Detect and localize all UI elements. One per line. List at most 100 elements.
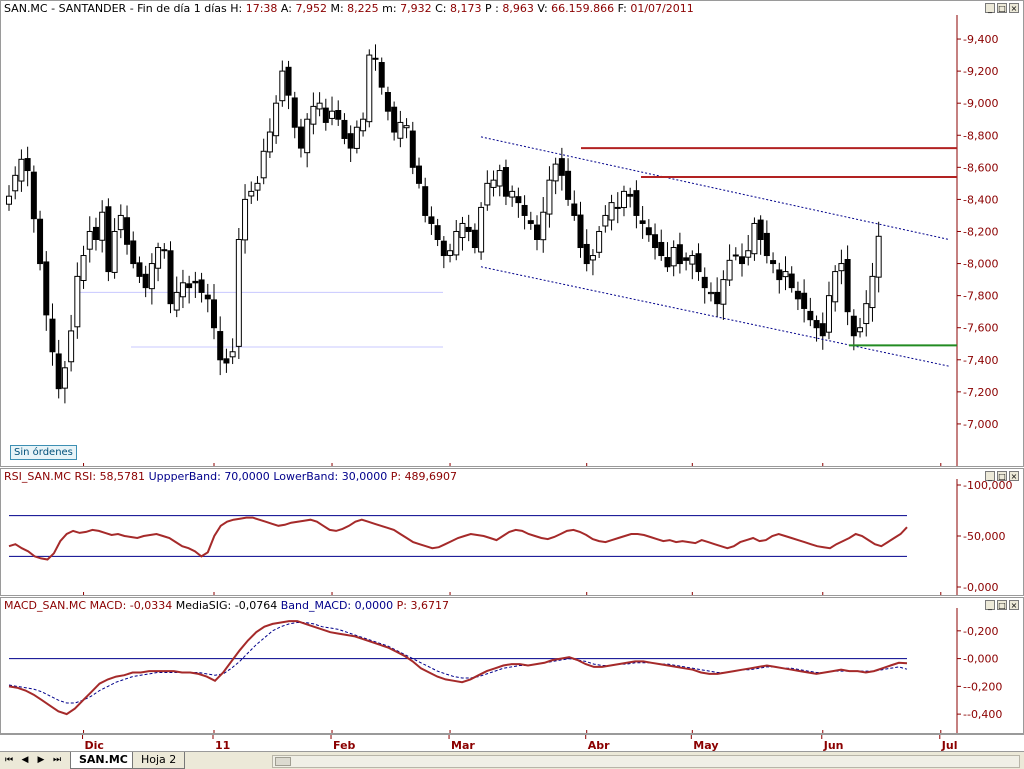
date-label: F: [617,2,627,15]
candle-body [260,150,267,179]
next-sheet-button[interactable]: ▶ [37,755,45,765]
horizontal-scrollbar[interactable] [272,755,1020,768]
candle-body [701,276,708,289]
candle-body [471,229,478,249]
macd-p-value: 3,6717 [410,599,449,612]
price-y-tick-label: -7,400 [963,354,998,367]
candle-body [378,62,385,88]
candle-body [297,126,304,149]
price-panel[interactable]: SAN.MC - SANTANDER - Fin de día 1 días H… [0,0,1024,467]
candle-body [179,282,186,298]
minimize-button[interactable]: _ [985,600,995,610]
candle-body [645,227,652,236]
candle-body [142,273,149,289]
candle-body [620,190,627,209]
candle-body [695,253,702,273]
candle-body [372,57,379,60]
candle-body [366,54,373,123]
close-button[interactable]: × [1009,471,1019,481]
candle-body [639,220,646,224]
scrollbar-thumb[interactable] [275,757,291,766]
close-button[interactable]: × [1009,600,1019,610]
band-label: Band_MACD: [280,599,352,612]
candle-body [869,275,876,309]
candle-body [875,235,882,278]
candle-body [608,202,615,221]
close-button[interactable]: × [1009,3,1019,13]
candle-body [92,226,99,241]
date-value: 01/07/2011 [630,2,694,15]
rsi-y-tick-label: -100,000 [963,479,1012,492]
candle-body [186,283,193,289]
candle-body [167,250,174,305]
maximize-button[interactable]: □ [997,3,1007,13]
x-tick-label: Mar [451,739,475,752]
candle-body [105,206,112,273]
candle-body [689,255,696,265]
candle-body [707,291,714,295]
candle-body [546,179,553,215]
candle-body [552,163,559,182]
candle-body [124,217,131,245]
candle-body [217,331,224,361]
maximize-button[interactable]: □ [997,600,1007,610]
price-y-tick-label: -8,800 [963,129,998,142]
candle-body [279,70,286,102]
candle-body [210,299,217,329]
orders-badge[interactable]: Sin órdenes [10,445,77,460]
candle-body [484,182,491,206]
candle-body [409,130,416,168]
minimize-button[interactable]: _ [985,3,995,13]
macd-title: MACD_SAN.MC [4,599,87,612]
candle-body [627,193,634,197]
candle-body [534,224,541,241]
tab-hoja-2[interactable]: Hoja 2 [132,752,186,769]
candle-body [509,190,516,198]
candle-body [273,102,280,137]
candle-body [198,279,205,293]
maximize-button[interactable]: □ [997,471,1007,481]
candle-body [173,291,180,311]
candle-body [521,204,528,216]
candle-body [683,257,690,261]
candlestick-chart[interactable]: -9,400 -9,200 -9,000 -8,800 -8,600 -8,400 -8,2… [1,1,1023,466]
candle-body [589,255,596,261]
rsi-panel[interactable]: RSI_SAN.MC RSI: 58,5781 UppperBand: 70,0… [0,468,1024,596]
candle-body [633,190,640,216]
candle-body [360,118,367,132]
candle-body [316,102,323,110]
prev-sheet-button[interactable]: ◀ [21,755,29,765]
signal-value: -0,0764 [234,599,278,612]
macd-header: MACD_SAN.MC MACD: -0,0334 MediaSIG: -0,0… [4,599,449,612]
first-sheet-button[interactable]: ⏮ [4,755,14,765]
candle-body [465,226,472,232]
minimize-button[interactable]: _ [985,471,995,481]
candle-body [24,158,31,172]
signal-label: MediaSIG: [175,599,232,612]
candle-body [391,106,398,133]
candle-body [676,244,683,265]
rsi-chart[interactable]: -100,000 -50,000 -0,000 [1,469,1023,595]
candle-body [37,218,44,265]
price-y-tick-label: -8,200 [963,225,998,238]
tab-san-mc[interactable]: SAN.MC [70,752,137,769]
price-y-tick-label: -8,000 [963,258,998,271]
candle-body [527,220,534,224]
last-sheet-button[interactable]: ⏭ [52,755,62,765]
candle-body [285,66,292,96]
open-label: A: [280,2,292,15]
candle-body [658,241,665,257]
price-y-tick-label: -7,800 [963,290,998,303]
x-tick-label: Feb [333,739,356,752]
volume-label: V: [537,2,548,15]
candle-body [130,240,137,265]
macd-y-tick-label: --0,200 [963,680,1002,693]
macd-chart[interactable]: -0,200 -0,000 --0,200 --0,400 [1,598,1023,733]
candle-body [86,230,93,250]
macd-panel[interactable]: MACD_SAN.MC MACD: -0,0334 MediaSIG: -0,0… [0,597,1024,734]
candle-body [242,198,249,241]
candle-body [825,295,832,333]
candle-body [80,255,87,282]
x-tick-label: Abr [588,739,610,752]
candle-body [565,170,572,200]
